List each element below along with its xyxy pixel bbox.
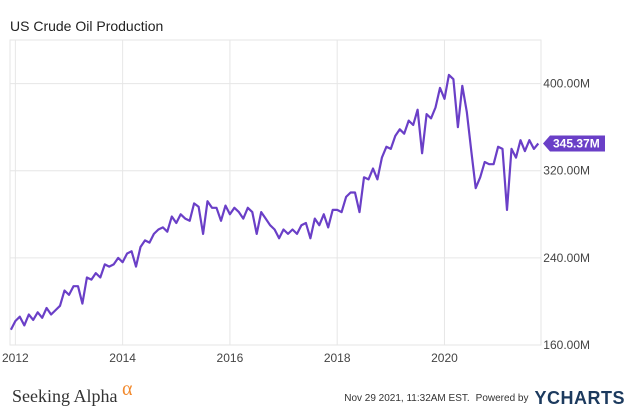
y-tick-label: 320.00M [543,164,590,178]
y-tick-label: 240.00M [543,251,590,265]
footer-meta: Nov 29 2021, 11:32AM EST. Powered by YCH… [344,388,625,409]
x-axis-ticks: 2012 2014 2016 2018 2020 [2,351,458,365]
last-value-label: 345.37M [553,136,600,150]
timestamp: Nov 29 2021, 11:32AM EST. [344,393,470,404]
y-tick-label: 160.00M [543,338,590,352]
y-axis-ticks: 160.00M 240.00M 320.00M 400.00M [543,77,590,352]
seeking-alpha-logo: Seeking Alpha α [12,378,132,409]
x-tick-label: 2014 [109,351,136,365]
x-tick-label: 2012 [2,351,29,365]
chart-title: US Crude Oil Production [10,18,164,34]
last-value-badge-shape [543,135,605,152]
x-tick-label: 2020 [431,351,458,365]
last-value-badge: 345.37M [543,135,605,152]
grid-lines [9,39,542,346]
series-line [9,73,540,331]
x-tick-label: 2016 [217,351,244,365]
brand-name: Seeking Alpha [12,386,118,406]
alpha-icon: α [122,378,133,400]
x-tick-label: 2018 [324,351,351,365]
ycharts-logo: YCHARTS [534,388,625,408]
powered-by: Powered by [475,393,529,404]
y-tick-label: 400.00M [543,77,590,91]
